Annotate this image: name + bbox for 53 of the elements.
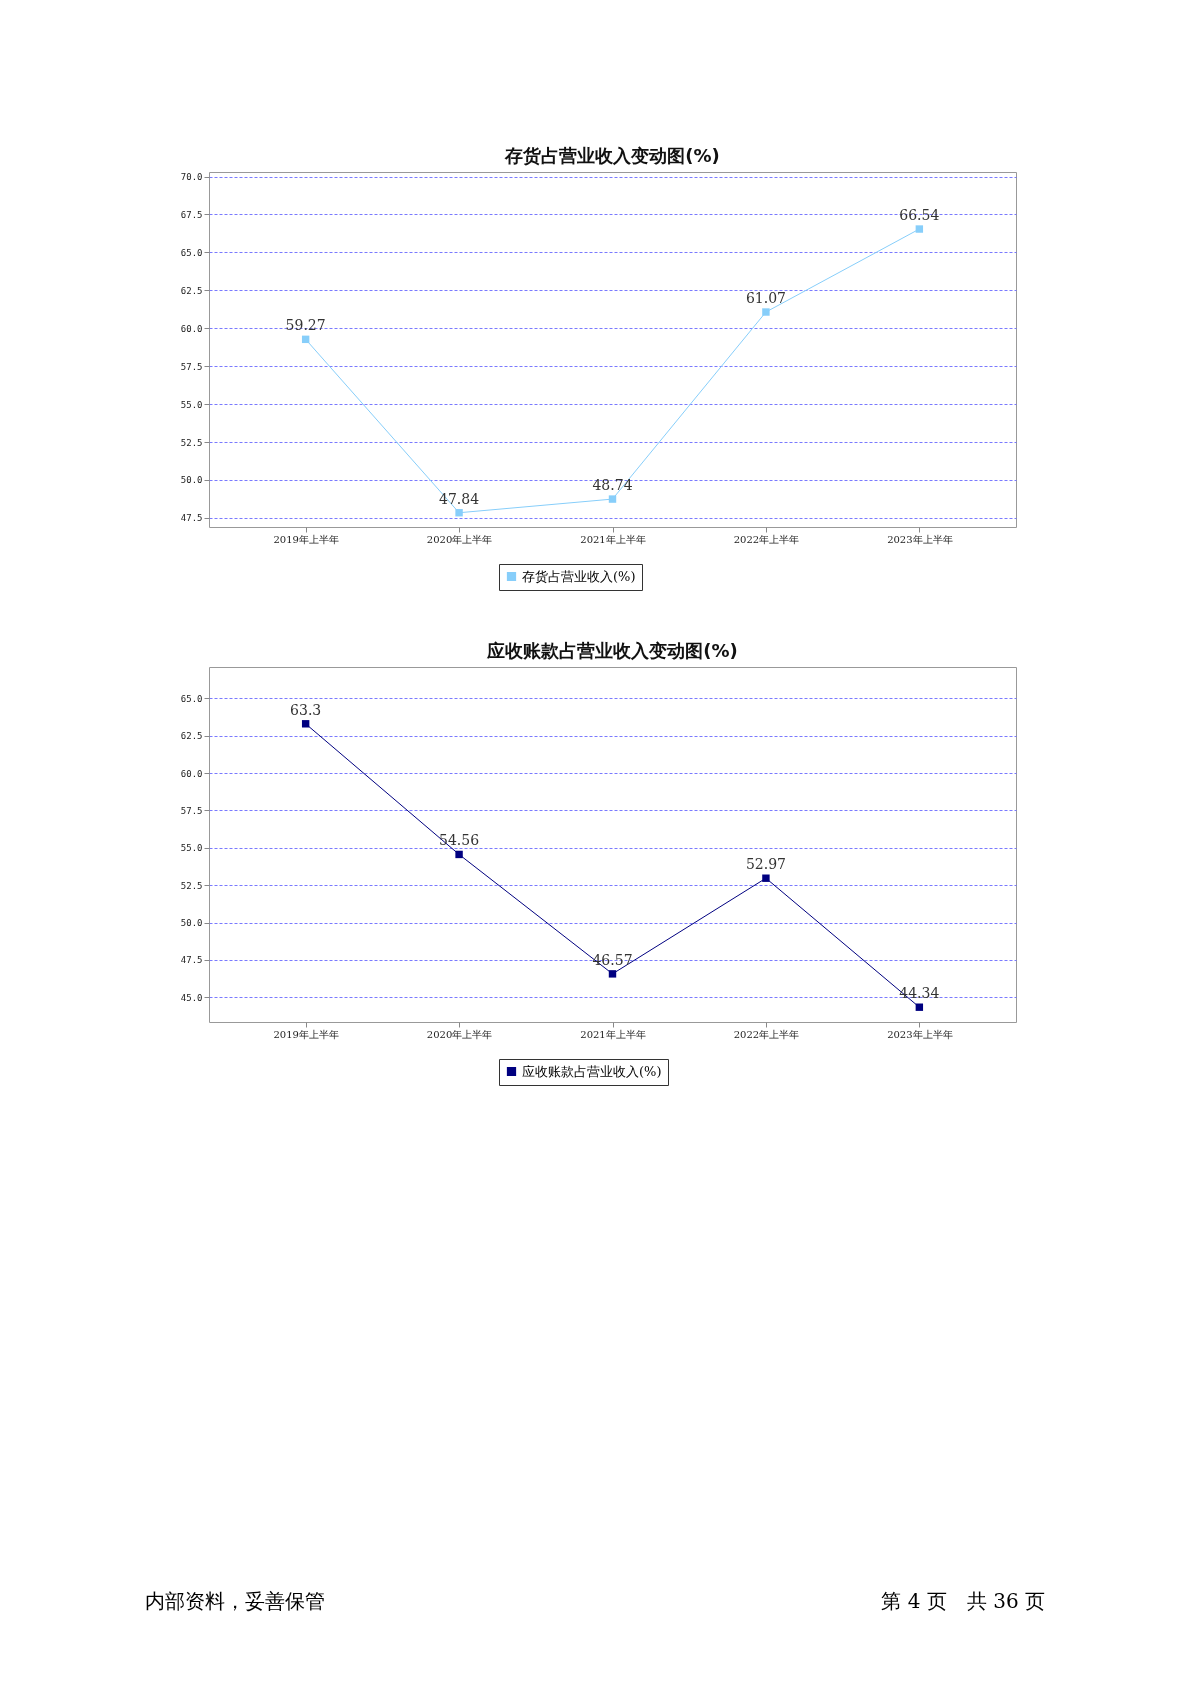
text: 第 4 页 共 36 页 (881, 1588, 1045, 1615)
text: 内部资料，妥善保管 (145, 1588, 325, 1615)
y-tick-label: 65.0 (180, 247, 203, 258)
point (762, 308, 770, 316)
point (455, 509, 463, 517)
data-label: 59.27 (285, 317, 326, 334)
y-tick-label: 50.0 (180, 918, 203, 929)
y-tick-label: 47.5 (180, 513, 203, 524)
y-tick-label: 65.0 (180, 693, 203, 704)
data-label: 47.84 (439, 490, 480, 507)
y-tick-label: 47.5 (180, 955, 203, 966)
data-label: 61.07 (745, 290, 786, 307)
chart-title: 应收账款占营业收入变动图(%) (486, 640, 738, 661)
x-tick-label: 2021年上半年 (580, 533, 646, 545)
data-label: 66.54 (899, 207, 940, 224)
legend-label: 应收账款占营业收入(%) (522, 1063, 662, 1079)
y-tick-label: 57.5 (180, 361, 203, 372)
point (455, 850, 463, 859)
point (915, 1003, 924, 1011)
y-tick-label: 55.0 (180, 843, 203, 854)
y-tick-label: 67.5 (180, 209, 203, 220)
point (762, 874, 770, 882)
x-tick-label: 2021年上半年 (580, 1028, 646, 1040)
chart-title: 存货占营业收入变动图(%) (504, 145, 720, 166)
x-tick-label: 2023年上半年 (887, 1028, 953, 1040)
point (301, 720, 310, 728)
x-tick-label: 2019年上半年 (273, 1028, 339, 1040)
x-tick-label: 2023年上半年 (887, 533, 953, 545)
y-tick-label: 52.5 (180, 437, 203, 448)
x-tick-label: 2022年上半年 (733, 1028, 800, 1040)
data-label: 52.97 (745, 856, 786, 873)
x-tick-label: 2019年上半年 (273, 533, 339, 545)
data-label: 54.56 (439, 832, 480, 849)
y-tick-label: 55.0 (180, 399, 203, 410)
point (608, 970, 617, 978)
x-tick-label: 2020年上半年 (426, 533, 493, 545)
y-tick-label: 50.0 (180, 475, 203, 486)
legend-label: 存货占营业收入(%) (522, 568, 636, 584)
y-tick-label: 45.0 (180, 992, 203, 1003)
data-label: 46.57 (592, 951, 633, 968)
data-label: 48.74 (592, 477, 633, 494)
y-tick-label: 60.0 (180, 768, 203, 779)
y-tick-label: 60.0 (180, 323, 203, 334)
point (915, 225, 924, 233)
y-tick-label: 62.5 (180, 731, 203, 742)
x-tick-label: 2022年上半年 (733, 533, 800, 545)
point (608, 495, 617, 503)
y-tick-label: 52.5 (180, 880, 203, 891)
x-tick-label: 2020年上半年 (426, 1028, 493, 1040)
data-label: 63.3 (290, 701, 322, 718)
y-tick-label: 70.0 (180, 172, 203, 183)
y-tick-label: 57.5 (180, 805, 203, 816)
y-tick-label: 62.5 (180, 285, 203, 296)
